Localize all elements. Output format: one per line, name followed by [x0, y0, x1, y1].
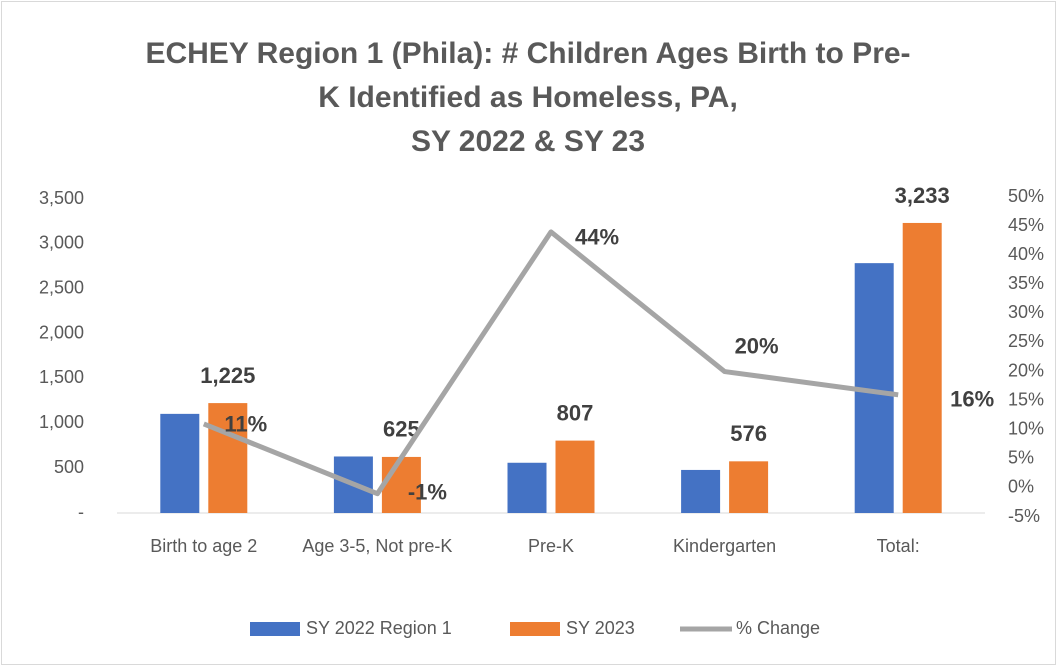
data-label: 3,233 [895, 183, 950, 208]
bar [208, 403, 248, 513]
x-tick-label: Birth to age 2 [150, 536, 258, 556]
x-tick-label: Kindergarten [673, 536, 777, 556]
chart-title: SY 2022 & SY 23 [411, 125, 645, 158]
x-tick-label: Pre-K [527, 536, 574, 556]
y-tick-label: 500 [54, 457, 84, 477]
y-tick-label: - [78, 502, 84, 522]
y2-tick-label: 5% [1008, 448, 1034, 468]
data-label: 1,225 [200, 363, 255, 388]
legend-swatch [510, 622, 560, 636]
x-tick-label: Total: [876, 536, 920, 556]
bar [160, 413, 200, 513]
data-label: -1% [408, 480, 447, 505]
y2-tick-label: 40% [1008, 244, 1044, 264]
y2-tick-label: 25% [1008, 331, 1044, 351]
bar [555, 440, 595, 513]
x-tick-label: Age 3-5, Not pre-K [302, 536, 453, 556]
bar [902, 222, 942, 513]
y2-tick-label: 30% [1008, 302, 1044, 322]
bar [381, 456, 421, 513]
y-tick-label: 1,000 [39, 412, 84, 432]
y2-tick-label: 45% [1008, 215, 1044, 235]
chart-title: ECHEY Region 1 (Phila): # Children Ages … [145, 37, 910, 70]
data-label: 20% [735, 333, 779, 358]
y2-tick-label: 0% [1008, 477, 1034, 497]
y-tick-label: 2,000 [39, 322, 84, 342]
data-label: 44% [575, 225, 619, 250]
bar [507, 462, 547, 513]
y2-tick-label: 20% [1008, 360, 1044, 380]
y-tick-label: 3,500 [39, 188, 84, 208]
y2-tick-label: 15% [1008, 389, 1044, 409]
y-tick-label: 3,000 [39, 233, 84, 253]
legend-label: SY 2023 [566, 618, 635, 638]
data-label: 807 [557, 400, 594, 425]
legend-swatch [250, 622, 300, 636]
y2-tick-label: 35% [1008, 273, 1044, 293]
y2-tick-label: 10% [1008, 418, 1044, 438]
bar [729, 461, 769, 513]
y-tick-label: 2,500 [39, 277, 84, 297]
y2-tick-label: -5% [1008, 506, 1040, 526]
legend-label: SY 2022 Region 1 [306, 618, 452, 638]
chart-title: K Identified as Homeless, PA, [318, 81, 738, 114]
line [202, 229, 899, 497]
legend-label: % Change [736, 618, 820, 638]
bar [681, 469, 721, 513]
y2-tick-label: 50% [1008, 186, 1044, 206]
data-label: 11% [224, 412, 267, 437]
data-label: 576 [730, 421, 767, 446]
y-tick-label: 1,500 [39, 367, 84, 387]
data-label: 16% [950, 387, 994, 412]
